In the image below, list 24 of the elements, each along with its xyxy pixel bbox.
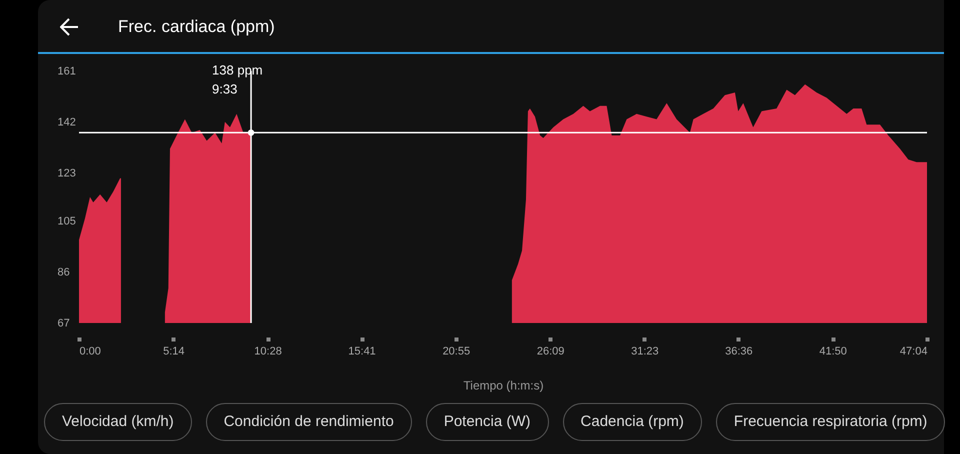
y-tick-label: 67 [58,318,70,330]
y-tick-label: 142 [58,116,76,128]
y-tick-label: 86 [58,266,70,279]
text: Condición de rendimiento [206,403,412,441]
x-tick-label: 0:00 [80,346,101,358]
y-tick-label: 161 [58,66,76,78]
x-tick-label: 36:36 [725,346,753,358]
x-axis-title: Tiempo (h:m:s) [463,378,544,392]
x-tick-label: 15:41 [348,346,376,358]
chart-title: Frec. cardiaca (ppm) [118,17,275,37]
x-tick-label: 41:50 [819,346,847,358]
x-tick-label: 31:23 [631,346,659,358]
annotation: 138 ppm 9:33 [212,62,263,97]
text: Velocidad (km/h) [44,403,192,441]
x-tick-label: 20:55 [442,346,470,358]
text: Frecuencia respiratoria (rpm) [716,403,946,441]
y-tick-label: 105 [58,216,76,228]
y-tick-label: 123 [58,167,76,180]
x-tick-label: 47:04 [900,346,928,358]
x-tick-label: 5:14 [163,346,184,358]
x-tick-label: 10:28 [254,346,282,358]
text: Potencia (W) [426,403,549,441]
x-tick-label: 26:09 [536,346,564,358]
text: Cadencia (rpm) [562,403,702,441]
